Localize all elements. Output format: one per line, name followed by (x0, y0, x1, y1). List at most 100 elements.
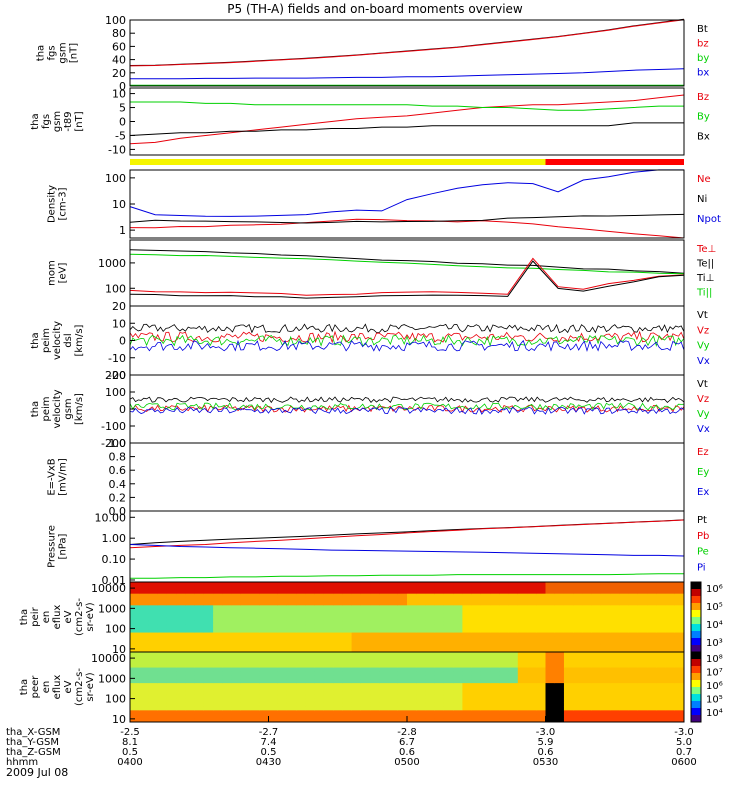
heatmap-cell (259, 620, 269, 626)
heatmap-cell (240, 585, 251, 591)
heatmap-cell (240, 582, 251, 587)
heatmap-cell (490, 601, 500, 606)
heatmap-cell (480, 589, 491, 595)
series-line (129, 519, 685, 549)
heatmap-cell (268, 718, 279, 723)
heatmap-cell (194, 687, 205, 692)
heatmap-cell (591, 620, 602, 626)
heatmap-cell (314, 585, 325, 591)
colorbar-segment (691, 680, 701, 688)
heatmap-cell (240, 683, 251, 688)
heatmap-cell (194, 648, 205, 653)
heatmap-cell (545, 671, 556, 676)
heatmap-cell (370, 597, 380, 602)
heatmap-cell (277, 624, 288, 630)
colorbar-label: 10⁶ (706, 584, 723, 595)
heatmap-cell (185, 593, 196, 599)
x-row-value: -3.0 (674, 727, 694, 738)
heatmap-cell (139, 617, 149, 622)
heatmap-cell (194, 663, 205, 669)
heatmap-cell (166, 609, 177, 614)
heatmap-cell (453, 718, 463, 723)
y-label-line: [mV/m] (58, 458, 69, 496)
heatmap-cell (148, 593, 159, 599)
heatmap-cell (480, 628, 491, 634)
heatmap-cell (637, 624, 648, 630)
heatmap-cell (443, 667, 454, 672)
heatmap-cell (166, 663, 177, 669)
heatmap-cell (610, 644, 620, 649)
heatmap-cell (499, 605, 510, 610)
heatmap-cell (674, 659, 685, 665)
heatmap-cell (517, 683, 528, 688)
heatmap-cell (545, 640, 556, 645)
heatmap-cell (379, 671, 390, 676)
heatmap-cell (499, 679, 510, 684)
heatmap-cell (286, 652, 297, 657)
heatmap-cell (185, 644, 196, 649)
heatmap-cell (342, 609, 353, 614)
heatmap-cell (628, 605, 639, 610)
heatmap-cell (462, 663, 473, 669)
heatmap-cell (176, 698, 186, 704)
heatmap-cell (314, 710, 325, 715)
heatmap-cell (527, 652, 537, 657)
heatmap-cell (434, 605, 445, 610)
heatmap-cell (582, 710, 593, 715)
heatmap-cell (268, 714, 279, 719)
heatmap-cell (222, 632, 233, 637)
heatmap-cell (462, 683, 473, 688)
heatmap-cell (416, 582, 426, 587)
heatmap-cell (573, 663, 583, 669)
heatmap-cell (582, 698, 593, 704)
heatmap-cell (203, 613, 214, 618)
heatmap-cell (434, 683, 445, 688)
heatmap-cell (637, 628, 648, 634)
heatmap-cell (462, 648, 473, 653)
heatmap-cell (407, 582, 417, 587)
heatmap-cell (342, 714, 353, 719)
heatmap-cell (674, 683, 685, 688)
heatmap-cell (351, 663, 362, 669)
heatmap-cell (323, 659, 334, 665)
y-label-line: en (41, 681, 52, 694)
heatmap-cell (462, 679, 473, 684)
heatmap-cell (508, 605, 519, 610)
heatmap-cell (434, 624, 445, 630)
heatmap-cell (203, 593, 214, 599)
heatmap-cell (314, 597, 325, 602)
heatmap-cell (333, 718, 343, 723)
heatmap-cell (314, 613, 325, 618)
heatmap-cell (351, 706, 362, 711)
heatmap-cell (610, 683, 620, 688)
heatmap-cell (591, 652, 602, 657)
heatmap-cell (342, 702, 353, 707)
y-tick-label: 200 (105, 369, 126, 382)
heatmap-cell (379, 582, 390, 587)
heatmap-cell (619, 632, 630, 637)
series-line (129, 339, 685, 353)
heatmap-cell (259, 601, 269, 606)
legend-entry: Te|| (696, 259, 714, 270)
heatmap-cell (314, 636, 325, 641)
heatmap-cell (434, 706, 445, 711)
heatmap-cell (582, 582, 593, 587)
heatmap-cell (453, 663, 463, 669)
heatmap-cell (314, 671, 325, 676)
heatmap-cell (305, 644, 316, 649)
heatmap-cell (471, 687, 482, 692)
heatmap-cell (379, 714, 390, 719)
heatmap-cell (425, 706, 436, 711)
heatmap-cell (407, 659, 417, 665)
heatmap-cell (490, 710, 500, 715)
heatmap-cell (517, 601, 528, 606)
heatmap-cell (157, 702, 168, 707)
y-label-line: en (41, 611, 52, 624)
heatmap-cell (360, 706, 371, 711)
heatmap-cell (471, 706, 482, 711)
y-label-line: sr-eV) (85, 672, 96, 701)
heatmap-cell (610, 667, 620, 672)
heatmap-cell (462, 617, 473, 622)
heatmap-cell (610, 679, 620, 684)
